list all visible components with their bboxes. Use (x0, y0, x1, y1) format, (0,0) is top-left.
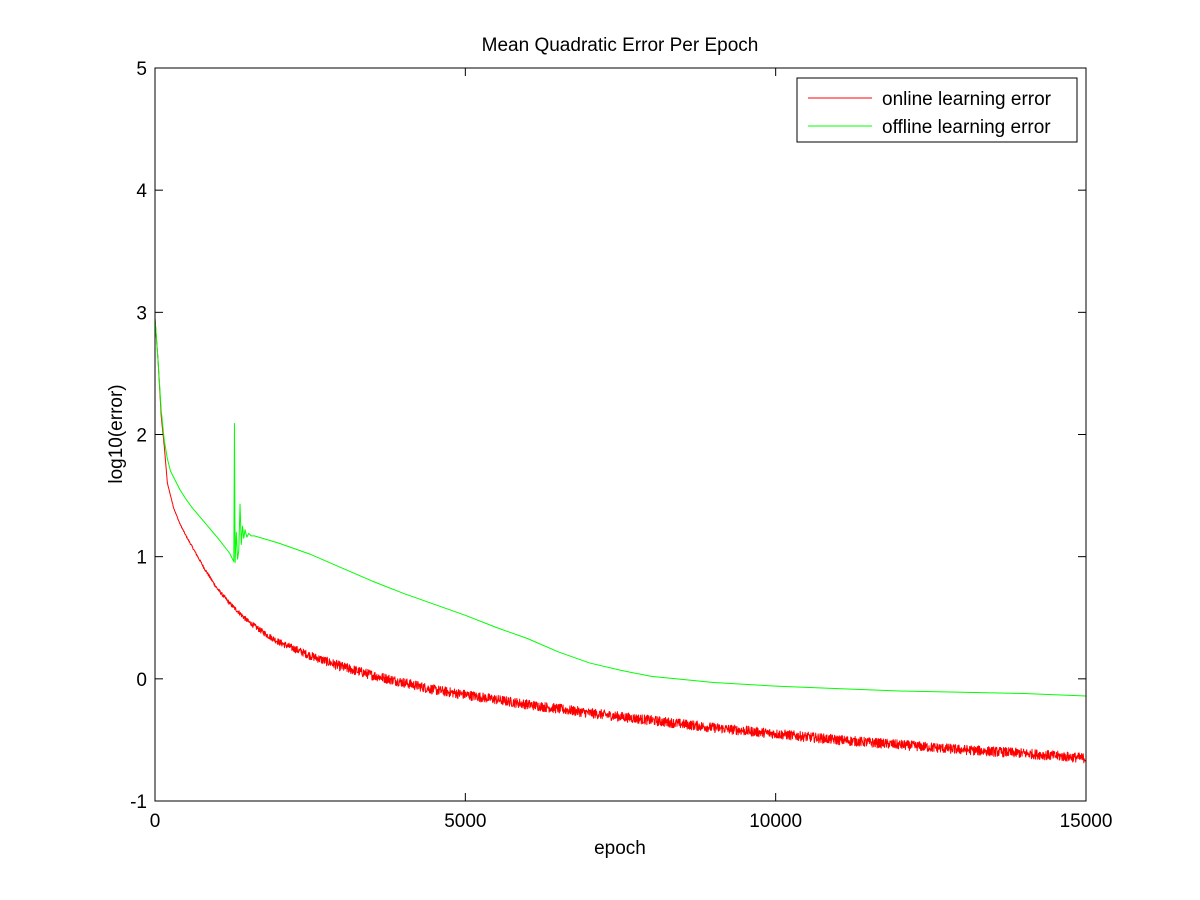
y-tick-label: 4 (136, 181, 147, 202)
y-axis: -1 0 1 2 3 4 5 (130, 59, 1086, 813)
y-axis-label: log10(error) (106, 384, 127, 483)
plot-area (155, 68, 1086, 801)
y-tick-label: 0 (136, 670, 147, 691)
x-axis: 0 5000 10000 15000 (150, 68, 1113, 832)
legend: online learning error offline learning er… (796, 77, 1078, 143)
y-tick-label: 3 (136, 303, 147, 324)
y-tick-label: -1 (130, 792, 147, 813)
series-layer (154, 318, 1087, 764)
x-axis-label: epoch (594, 838, 646, 859)
x-tick-label: 15000 (1060, 811, 1113, 832)
legend-label: online learning error (882, 89, 1052, 110)
legend-label: offline learning error (882, 117, 1051, 138)
y-tick-label: 5 (136, 59, 147, 80)
x-tick-label: 0 (150, 811, 161, 832)
x-tick-label: 10000 (749, 811, 802, 832)
series-line-1 (154, 318, 1087, 764)
chart-title: Mean Quadratic Error Per Epoch (482, 35, 759, 56)
legend-box (796, 77, 1078, 143)
y-tick-label: 2 (136, 426, 147, 447)
y-tick-label: 1 (136, 548, 147, 569)
x-tick-label: 5000 (444, 811, 486, 832)
series-line-2 (154, 318, 1087, 697)
